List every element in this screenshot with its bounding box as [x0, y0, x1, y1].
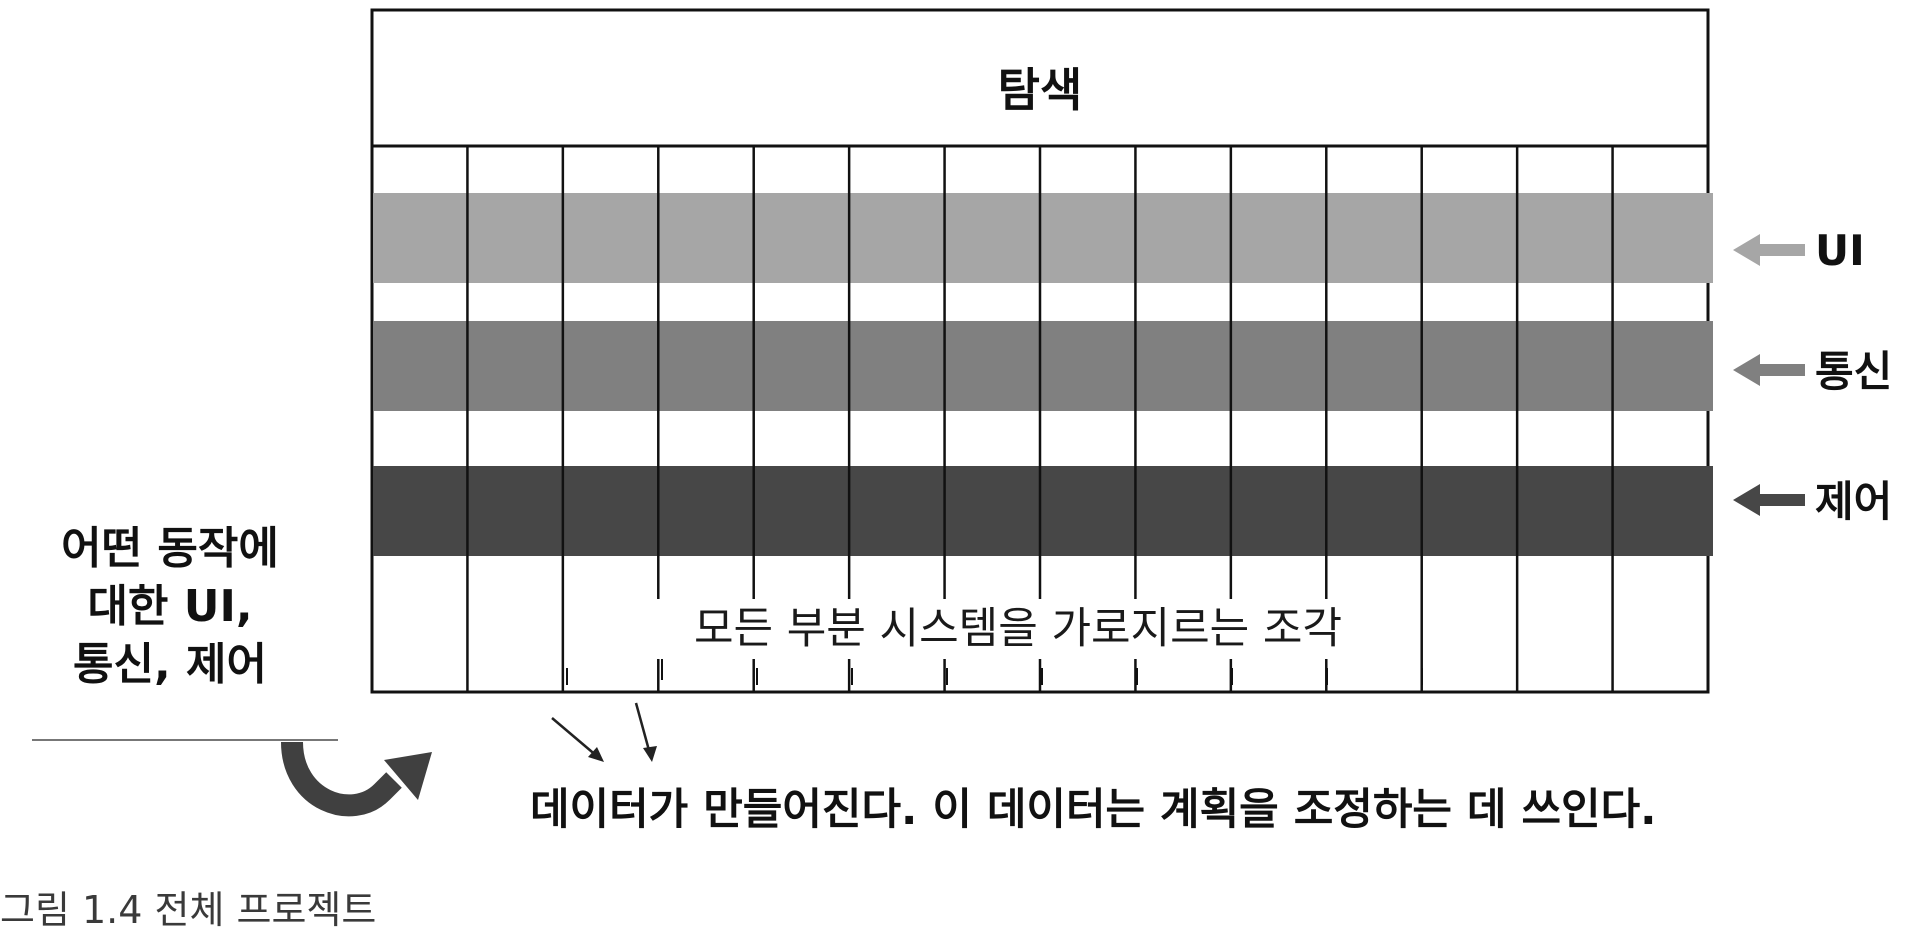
- comm-arrow-icon: [1733, 354, 1805, 386]
- pointer-arrow-icon: [634, 702, 657, 762]
- data-note: 데이터가 만들어진다. 이 데이터는 계획을 조정하는 데 쓰인다.: [530, 785, 1657, 835]
- explore-label: 탐색: [997, 63, 1083, 117]
- layer-label-comm: 통신: [1815, 347, 1893, 396]
- side-note-line: 어떤 동작에: [61, 523, 279, 574]
- layer-bands: [373, 193, 1713, 556]
- layer-arrows: [1733, 234, 1805, 516]
- slice-pointer-arrows: [551, 702, 657, 762]
- ui-arrow-icon: [1733, 234, 1805, 266]
- side-note-line: 통신, 제어: [73, 639, 267, 690]
- pointer-arrow-icon: [551, 717, 604, 762]
- layer-label-control: 제어: [1815, 477, 1893, 526]
- side-note: 어떤 동작에 대한 UI, 통신, 제어: [0, 520, 340, 694]
- layer-band-ui: [373, 193, 1713, 283]
- layer-label-ui: UI: [1815, 226, 1865, 275]
- control-arrow-icon: [1733, 484, 1805, 516]
- curved-feedback-arrow-icon: [281, 741, 432, 817]
- slice-ticks: [566, 658, 1423, 685]
- side-note-line: 대한 UI,: [87, 581, 253, 632]
- cross-cutting-slice-label: 모든 부분 시스템을 가로지르는 조각: [628, 599, 1408, 659]
- layer-band-control: [373, 466, 1713, 556]
- layer-band-comm: [373, 321, 1713, 411]
- side-note-divider: [32, 739, 338, 741]
- figure-caption: 그림 1.4 전체 프로젝트: [0, 888, 377, 932]
